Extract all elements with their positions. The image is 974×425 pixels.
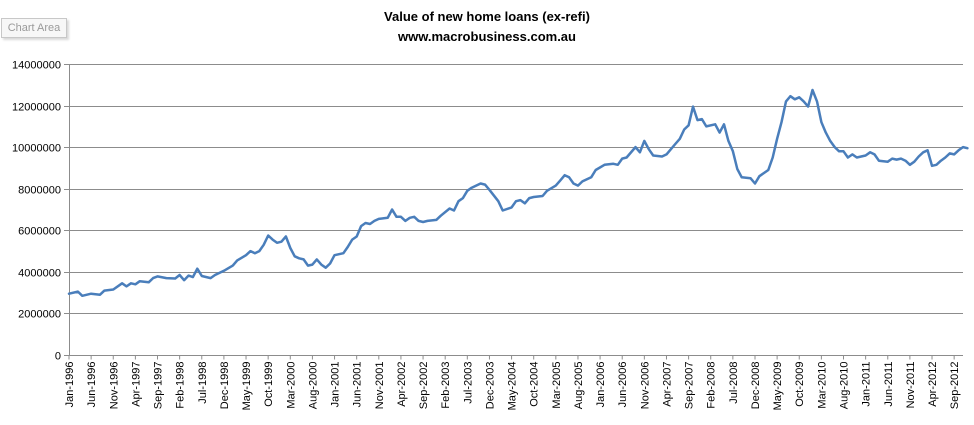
x-tick-label: Aug-2005 [573, 362, 585, 410]
x-tick-label: Mar-2000 [285, 362, 297, 409]
x-tick-label: Jan-2001 [330, 362, 342, 408]
x-tick-label: Feb-2003 [440, 362, 452, 409]
x-tick-label: Jan-1996 [64, 362, 76, 408]
x-tick-label: Jun-2001 [352, 362, 364, 408]
x-tick-label: Sep-2007 [684, 362, 696, 410]
gridlines [69, 64, 963, 314]
x-tick-label: Jan-2006 [595, 362, 607, 408]
x-tick-label: May-2004 [507, 362, 519, 411]
chart-area-tooltip: Chart Area [1, 18, 67, 38]
y-tick-label: 2000000 [18, 309, 61, 321]
x-tick-label: Apr-2002 [396, 362, 408, 407]
x-tick-label: Apr-1997 [130, 362, 142, 407]
y-tick-label: 10000000 [12, 143, 61, 155]
x-tick-label: Jun-2006 [617, 362, 629, 408]
x-tick-label: Nov-2006 [639, 362, 651, 410]
x-tick-label: Jan-2011 [861, 362, 873, 407]
x-tick-label: Dec-2003 [484, 362, 496, 410]
x-tick-label: May-1999 [241, 362, 253, 411]
x-tick-label: Apr-2007 [661, 362, 673, 407]
chart-subtitle: www.macrobusiness.com.au [398, 29, 576, 44]
x-tick-label: Oct-2004 [529, 362, 541, 407]
x-tick-label: Nov-2011 [905, 362, 917, 409]
x-tick-label: Jun-2011 [883, 362, 895, 407]
x-axis: Jan-1996 Jun-1996 Nov-1996 Apr-1997 Sep-1997… [64, 355, 963, 411]
x-tick-label: Sep-2012 [949, 362, 961, 410]
x-tick-label: Aug-2010 [839, 362, 851, 410]
x-tick-label: Jul-2008 [728, 362, 740, 404]
x-tick-label: Oct-1999 [263, 362, 275, 407]
x-tick-label: Nov-1996 [108, 362, 120, 410]
y-tick-label: 14000000 [12, 60, 61, 72]
x-tick-label: Jul-1998 [197, 362, 209, 404]
x-tick-label: Feb-1998 [175, 362, 187, 409]
series-line [67, 88, 969, 298]
x-tick-label: Nov-2001 [374, 362, 386, 410]
x-tick-label: Mar-2005 [551, 362, 563, 409]
x-tick-label: Mar-2010 [816, 362, 828, 409]
chart-title: Value of new home loans (ex-refi) [384, 9, 590, 24]
x-tick-label: Oct-2009 [794, 362, 806, 407]
y-tick-label: 12000000 [12, 102, 61, 114]
y-axis: 0 2000000 4000000 6000000 8000000 10000000 120… [12, 60, 70, 363]
x-tick-label: Jul-2003 [462, 362, 474, 404]
y-tick-label: 6000000 [18, 226, 61, 238]
x-tick-label: Feb-2008 [706, 362, 718, 409]
x-tick-label: Sep-1997 [153, 362, 165, 410]
series-layer [67, 88, 969, 298]
y-tick-label: 0 [55, 351, 61, 363]
x-tick-label: Jun-1996 [86, 362, 98, 408]
x-tick-label: Dec-2008 [750, 362, 762, 410]
x-tick-label: May-2009 [772, 362, 784, 411]
x-tick-label: Aug-2000 [307, 362, 319, 410]
x-tick-label: Apr-2012 [927, 362, 939, 407]
x-tick-label: Sep-2002 [418, 362, 430, 410]
x-tick-label: Dec-1998 [219, 362, 231, 410]
y-tick-label: 4000000 [18, 268, 61, 280]
y-tick-label: 8000000 [18, 185, 61, 197]
